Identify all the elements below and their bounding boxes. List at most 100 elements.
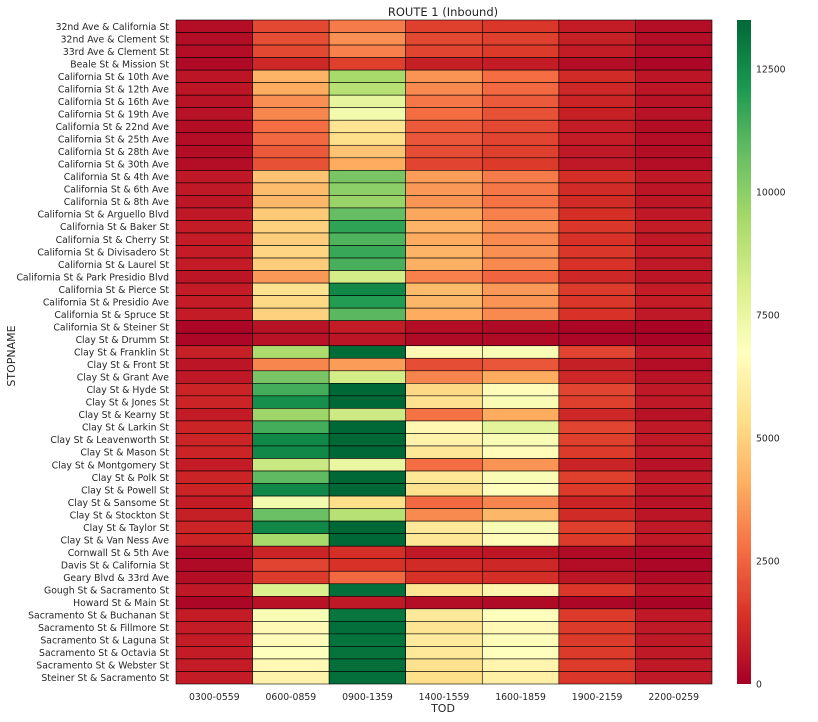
heatmap-cell <box>328 420 407 434</box>
heatmap-cell <box>175 320 253 334</box>
heatmap-cell <box>558 433 636 447</box>
row-label: Clay St & Larkin St <box>82 423 169 434</box>
heatmap-cell <box>405 495 483 509</box>
heatmap-cell <box>175 583 253 597</box>
heatmap-cell <box>558 595 636 610</box>
heatmap-cell <box>558 320 636 334</box>
heatmap-cell <box>558 144 636 159</box>
row-label: Clay St & Drumm St <box>76 335 170 346</box>
row-label: California St & 28th Ave <box>58 147 169 158</box>
heatmap-cell <box>558 295 636 309</box>
column-label: 1900-2159 <box>572 692 623 703</box>
row-label: California St & Steiner St <box>53 322 169 333</box>
heatmap-cell <box>252 545 330 560</box>
row-label: Steiner St & Sacramento St <box>41 673 169 684</box>
heatmap-cell <box>481 220 560 234</box>
heatmap-cell <box>635 370 713 384</box>
heatmap-cell <box>481 295 560 309</box>
heatmap-cell <box>635 44 713 58</box>
row-label: Clay St & Kearny St <box>78 410 169 421</box>
heatmap-cell <box>328 445 407 459</box>
heatmap-cell <box>405 332 483 347</box>
heatmap-cell <box>328 307 407 321</box>
heatmap-cell <box>252 383 330 397</box>
row-label: Clay St & Hyde St <box>86 385 169 396</box>
heatmap-cell <box>252 520 330 534</box>
heatmap-cell <box>328 483 407 497</box>
y-axis-label: STOPNAME <box>5 325 18 386</box>
row-label: California St & 16th Ave <box>58 97 169 108</box>
heatmap-cell <box>175 57 253 71</box>
heatmap-cell <box>481 445 560 459</box>
heatmap-cell <box>405 558 483 572</box>
row-label: Sacramento St & Laguna St <box>40 636 169 647</box>
heatmap-cell <box>405 320 483 334</box>
heatmap-cell <box>558 307 636 321</box>
heatmap-cell <box>175 82 253 96</box>
heatmap-cell <box>635 94 713 108</box>
heatmap-cell <box>405 32 483 46</box>
heatmap-cell <box>405 520 483 534</box>
row-label: California St & Divisadero St <box>37 247 169 258</box>
heatmap-cell <box>252 44 330 58</box>
heatmap-cell <box>328 508 407 522</box>
heatmap-cell <box>252 132 330 146</box>
heatmap-cell <box>252 170 330 184</box>
heatmap-cell <box>328 433 407 447</box>
row-label: California St & 12th Ave <box>58 84 169 95</box>
row-label: Clay St & Van Ness Ave <box>61 535 170 546</box>
row-label: California St & 6th Ave <box>64 185 170 196</box>
heatmap-cell <box>405 570 483 585</box>
heatmap-cell <box>175 44 253 58</box>
heatmap-cell <box>405 220 483 234</box>
row-label: 32nd Ave & California St <box>56 22 170 33</box>
row-label: California St & 22nd Ave <box>56 122 170 133</box>
heatmap-cell <box>252 370 330 384</box>
heatmap-cell <box>558 82 636 96</box>
heatmap-cell <box>635 433 713 447</box>
heatmap-cell <box>558 646 636 660</box>
column-label: 1400-1559 <box>419 692 470 703</box>
row-label: Clay St & Powell St <box>81 485 169 496</box>
heatmap-cell <box>481 107 560 121</box>
heatmap-cell <box>558 495 636 509</box>
heatmap-cell <box>175 558 253 572</box>
heatmap-cell <box>635 583 713 597</box>
heatmap-cell <box>558 195 636 209</box>
heatmap-cell <box>328 583 407 597</box>
heatmap-cell <box>635 633 713 647</box>
heatmap-cell <box>328 621 407 635</box>
heatmap-cell <box>252 470 330 484</box>
heatmap-cell <box>635 207 713 221</box>
heatmap-cell <box>635 508 713 522</box>
colorbar-ticks: 0 2500 5000 7500 10000 12500 <box>756 65 786 691</box>
heatmap-cell <box>252 295 330 309</box>
heatmap-cell <box>481 170 560 184</box>
heatmap-cell <box>175 207 253 221</box>
heatmap-cell <box>635 282 713 296</box>
heatmap-cell <box>558 621 636 635</box>
heatmap-cell <box>558 94 636 108</box>
heatmap-cell <box>405 533 483 547</box>
row-label: California St & Park Presidio Blvd <box>16 272 169 283</box>
heatmap-cell <box>175 357 253 372</box>
heatmap-cell <box>328 545 407 560</box>
row-label: California St & 8th Ave <box>64 197 170 208</box>
heatmap-cell <box>558 257 636 271</box>
heatmap-cell <box>635 57 713 71</box>
row-label: Clay St & Sansome St <box>68 498 170 509</box>
heatmap-cell <box>558 220 636 234</box>
heatmap-cell <box>405 483 483 497</box>
heatmap-cell <box>328 595 407 610</box>
heatmap-cell <box>558 119 636 134</box>
heatmap-cell <box>175 257 253 271</box>
heatmap-cell <box>252 270 330 284</box>
heatmap-cell <box>252 646 330 660</box>
heatmap-cell <box>481 395 560 409</box>
heatmap-cell <box>635 671 713 685</box>
row-label: California St & 4th Ave <box>64 172 170 183</box>
heatmap-cell <box>175 445 253 459</box>
row-label: 33rd Ave & Clement St <box>63 47 170 58</box>
heatmap-cell <box>328 19 407 33</box>
row-label: Sacramento St & Webster St <box>36 661 169 672</box>
